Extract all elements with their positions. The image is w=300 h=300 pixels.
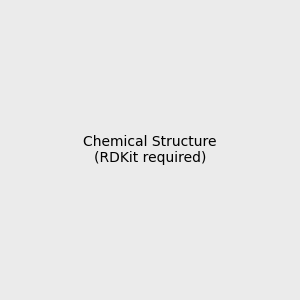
Text: Chemical Structure
(RDKit required): Chemical Structure (RDKit required) — [83, 135, 217, 165]
